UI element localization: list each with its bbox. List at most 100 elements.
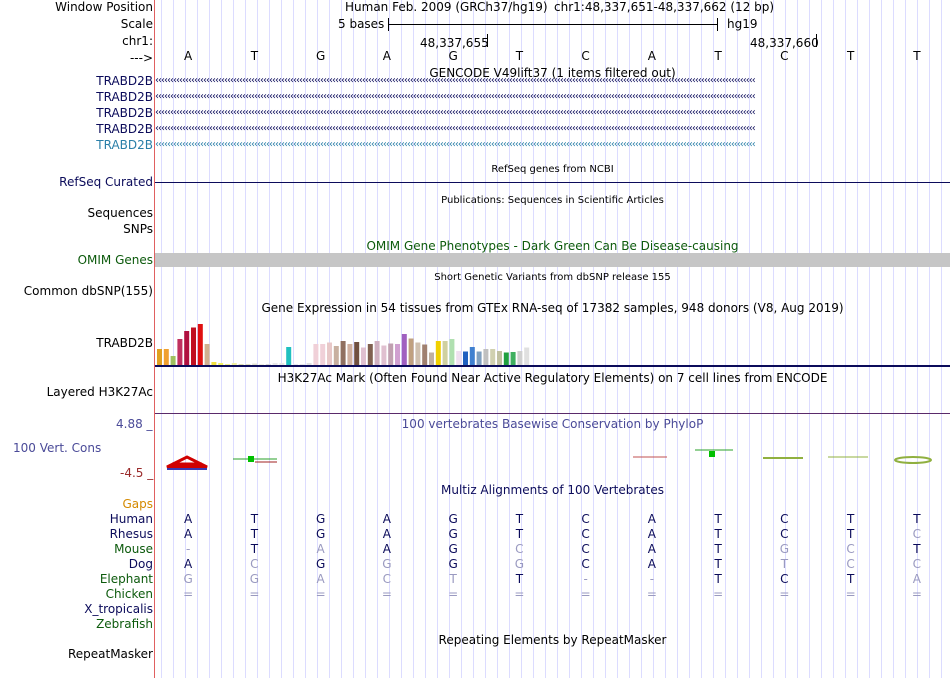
gtex-tissue-bar[interactable] — [218, 363, 224, 365]
gtex-tissue-bar[interactable] — [191, 327, 196, 366]
h3k27ac-label[interactable]: Layered H3K27Ac — [46, 385, 153, 399]
sequence-base: T — [515, 49, 524, 63]
gencode-transcript-line[interactable]: ‹‹‹‹‹‹‹‹‹‹‹‹‹‹‹‹‹‹‹‹‹‹‹‹‹‹‹‹‹‹‹‹‹‹‹‹‹‹‹‹… — [155, 107, 756, 118]
guide-line — [653, 0, 654, 678]
gtex-tissue-bar[interactable] — [408, 338, 414, 366]
gtex-tissue-bar[interactable] — [483, 349, 489, 365]
gtex-tissue-bar[interactable] — [327, 342, 332, 366]
gtex-tissue-bar[interactable] — [401, 334, 407, 365]
dbsnp-label[interactable]: Common dbSNP(155) — [23, 284, 153, 298]
gencode-transcript-label[interactable]: TRABD2B — [96, 106, 153, 120]
snps-label[interactable]: SNPs — [123, 222, 153, 236]
guide-line — [365, 0, 366, 678]
gtex-tissue-bar[interactable] — [449, 339, 455, 365]
gtex-tissue-bar[interactable] — [252, 363, 258, 366]
gtex-tissue-bar[interactable] — [524, 347, 530, 366]
gtex-tissue-bar[interactable] — [163, 349, 169, 365]
gencode-transcript-line[interactable]: ‹‹‹‹‹‹‹‹‹‹‹‹‹‹‹‹‹‹‹‹‹‹‹‹‹‹‹‹‹‹‹‹‹‹‹‹‹‹‹‹… — [155, 75, 756, 86]
gtex-tissue-bar[interactable] — [299, 364, 305, 365]
gtex-tissue-bar[interactable] — [231, 363, 237, 365]
gtex-tissue-bar[interactable] — [265, 364, 271, 365]
sequence-base: A — [382, 49, 391, 63]
gencode-transcript-label[interactable]: TRABD2B — [96, 122, 153, 136]
gtex-tissue-bar[interactable] — [503, 352, 509, 366]
species-label[interactable]: Rhesus — [109, 527, 153, 541]
species-label[interactable]: Zebrafish — [96, 617, 153, 631]
species-label[interactable]: Mouse — [114, 542, 153, 556]
gtex-tissue-bar[interactable] — [286, 347, 292, 365]
gtex-tissue-bar[interactable] — [422, 344, 428, 366]
phylop-label[interactable]: 100 Vert. Cons — [13, 441, 102, 455]
gtex-tissue-bar[interactable] — [272, 363, 278, 365]
alignment-base: A — [184, 557, 193, 571]
gtex-tissue-bar[interactable] — [320, 344, 326, 365]
gtex-tissue-bar[interactable] — [293, 364, 298, 365]
alignment-base: = — [713, 587, 724, 601]
gtex-tissue-bar[interactable] — [197, 324, 203, 365]
gtex-tissue-bar[interactable] — [204, 344, 210, 365]
gtex-tissue-bar[interactable] — [442, 341, 448, 365]
omim-gene-bar[interactable] — [155, 253, 950, 267]
gtex-tissue-bar[interactable] — [395, 344, 400, 365]
gtex-tissue-bar[interactable] — [476, 351, 482, 366]
gtex-tissue-bar[interactable] — [517, 351, 523, 365]
gencode-transcript-line[interactable]: ‹‹‹‹‹‹‹‹‹‹‹‹‹‹‹‹‹‹‹‹‹‹‹‹‹‹‹‹‹‹‹‹‹‹‹‹‹‹‹‹… — [155, 139, 756, 150]
gaps-label[interactable]: Gaps — [122, 497, 153, 511]
gtex-tissue-bar[interactable] — [340, 341, 346, 365]
gencode-transcript-label[interactable]: TRABD2B — [96, 138, 153, 152]
gtex-tissue-bar[interactable] — [354, 342, 360, 365]
gtex-tissue-bar[interactable] — [490, 349, 496, 365]
refseq-label[interactable]: RefSeq Curated — [59, 175, 153, 189]
refseq-gene-line[interactable] — [155, 182, 950, 183]
gtex-tissue-bar[interactable] — [415, 342, 421, 366]
gtex-label[interactable]: TRABD2B — [96, 336, 153, 350]
phylop-logo-chart[interactable] — [155, 440, 950, 480]
repeatmasker-label[interactable]: RepeatMasker — [67, 647, 153, 661]
gtex-tissue-bar[interactable] — [306, 363, 312, 365]
gencode-transcript-label[interactable]: TRABD2B — [96, 90, 153, 104]
guide-line — [605, 0, 606, 678]
gencode-transcript-line[interactable]: ‹‹‹‹‹‹‹‹‹‹‹‹‹‹‹‹‹‹‹‹‹‹‹‹‹‹‹‹‹‹‹‹‹‹‹‹‹‹‹‹… — [155, 123, 756, 134]
species-label[interactable]: Dog — [128, 557, 153, 571]
species-label[interactable]: Elephant — [99, 572, 153, 586]
gtex-tissue-bar[interactable] — [497, 351, 502, 365]
gtex-tissue-bar[interactable] — [157, 349, 162, 365]
gtex-tissue-bar[interactable] — [177, 339, 183, 365]
guide-line — [437, 0, 438, 678]
gtex-tissue-bar[interactable] — [469, 347, 475, 365]
omim-label[interactable]: OMIM Genes — [77, 253, 153, 267]
gtex-bar-chart[interactable] — [155, 315, 950, 370]
gtex-tissue-bar[interactable] — [429, 352, 434, 366]
sequences-label[interactable]: Sequences — [87, 206, 153, 220]
guide-line — [893, 0, 894, 678]
gtex-tissue-bar[interactable] — [374, 341, 380, 365]
gtex-tissue-bar[interactable] — [435, 341, 441, 365]
alignment-base: = — [911, 587, 922, 601]
gtex-tissue-bar[interactable] — [313, 344, 319, 365]
gtex-tissue-bar[interactable] — [245, 364, 251, 365]
gtex-tissue-bar[interactable] — [361, 347, 366, 366]
gtex-tissue-bar[interactable] — [259, 364, 264, 365]
gtex-tissue-bar[interactable] — [238, 364, 244, 365]
gtex-tissue-bar[interactable] — [333, 346, 339, 365]
gencode-transcript-line[interactable]: ‹‹‹‹‹‹‹‹‹‹‹‹‹‹‹‹‹‹‹‹‹‹‹‹‹‹‹‹‹‹‹‹‹‹‹‹‹‹‹‹… — [155, 91, 756, 102]
phylop-logo-base-9 — [695, 449, 733, 457]
species-label[interactable]: X_tropicalis — [84, 602, 153, 616]
gtex-tissue-bar[interactable] — [279, 363, 285, 365]
gtex-tissue-bar[interactable] — [225, 364, 230, 365]
gtex-tissue-bar[interactable] — [456, 351, 462, 365]
gtex-tissue-bar[interactable] — [184, 331, 190, 365]
gtex-tissue-bar[interactable] — [170, 356, 176, 365]
gtex-tissue-bar[interactable] — [347, 344, 353, 365]
gtex-tissue-bar[interactable] — [211, 362, 217, 365]
species-label[interactable]: Human — [109, 512, 153, 526]
gtex-tissue-bar[interactable] — [463, 351, 468, 366]
gencode-transcript-label[interactable]: TRABD2B — [96, 74, 153, 88]
gtex-tissue-bar[interactable] — [388, 343, 394, 366]
guide-line — [293, 0, 294, 678]
gtex-tissue-bar[interactable] — [510, 352, 516, 365]
gtex-tissue-bar[interactable] — [367, 344, 373, 365]
alignment-base: = — [249, 587, 260, 601]
species-label[interactable]: Chicken — [105, 587, 153, 601]
gtex-tissue-bar[interactable] — [381, 345, 387, 366]
